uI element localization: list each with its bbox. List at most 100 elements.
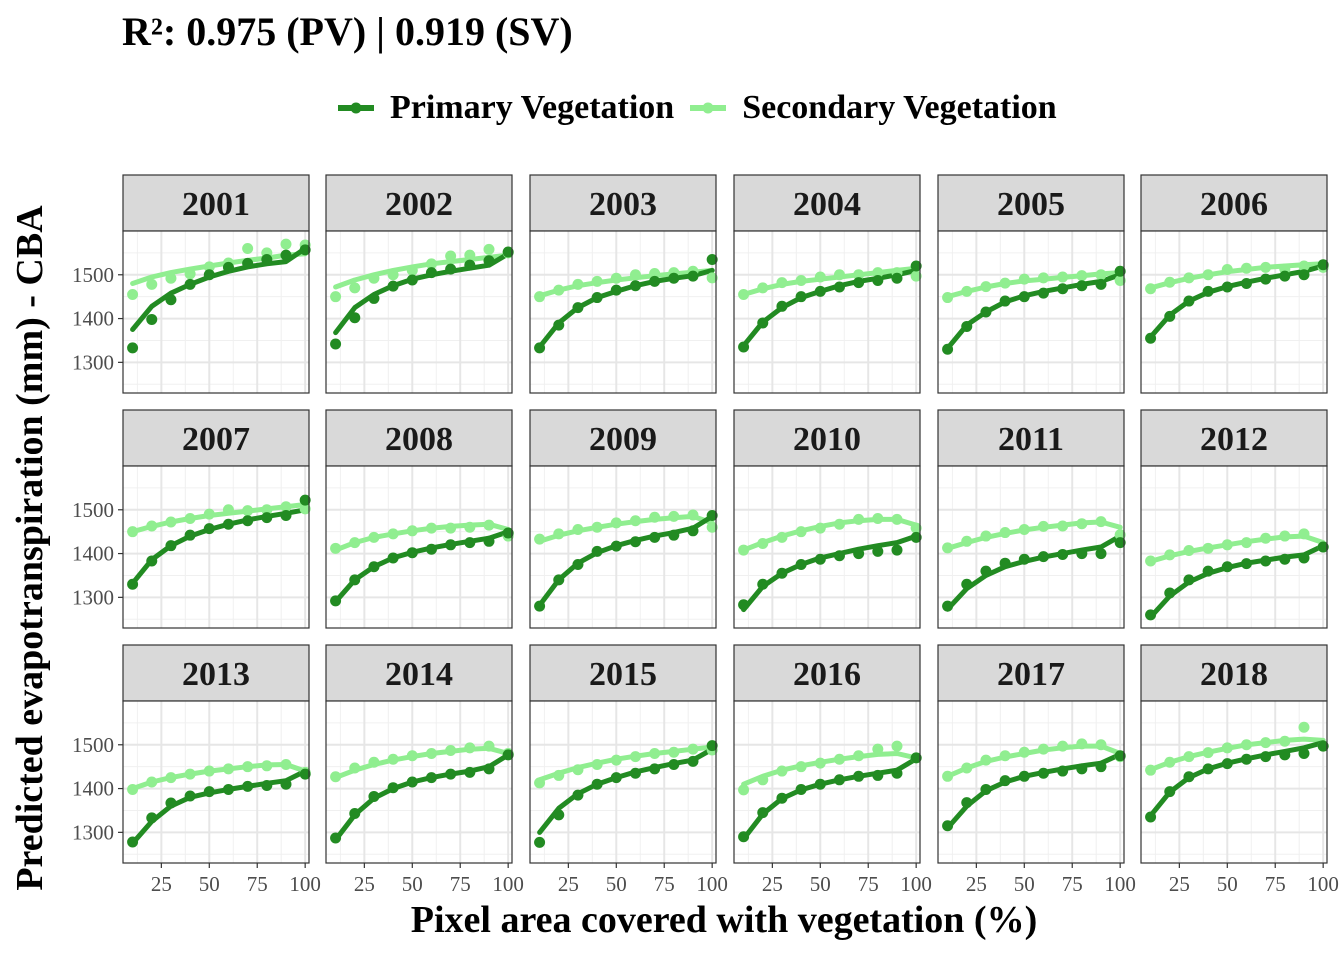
data-point-secondary [1260,261,1272,273]
x-tick-label: 50 [606,872,627,896]
data-point-primary [706,253,718,265]
x-tick-label: 100 [1104,872,1136,896]
data-point-secondary [553,528,565,540]
data-point-secondary [184,513,196,525]
data-point-primary [910,752,922,764]
data-point-secondary [1145,283,1157,295]
series-line-primary [1148,543,1326,620]
data-point-primary [203,786,215,798]
data-point-secondary [833,518,845,530]
series-line-secondary [130,502,308,535]
data-point-secondary [1279,735,1291,747]
facet-label: 2015 [589,656,657,693]
data-point-primary [299,768,311,780]
data-point-secondary [757,282,769,294]
data-point-primary [1240,753,1252,765]
data-point-primary [483,535,495,547]
series-line-secondary [537,513,715,544]
data-point-primary [891,544,903,556]
data-point-secondary [280,238,292,250]
data-point-secondary [1164,756,1176,768]
data-point-primary [910,531,922,543]
data-point-primary [425,267,437,279]
data-point-secondary [961,762,973,774]
legend: Primary Vegetation Secondary Vegetation [336,86,1071,130]
data-point-primary [146,812,158,824]
x-tick-label: 50 [1217,872,1238,896]
data-point-secondary [776,531,788,543]
data-point-primary [942,343,954,355]
data-point-secondary [368,272,380,284]
data-point-primary [1164,310,1176,322]
data-point-primary [980,565,992,577]
data-point-secondary [165,272,177,284]
data-point-primary [553,319,565,331]
data-point-secondary [1260,737,1272,749]
data-point-secondary [280,501,292,513]
data-point-primary [999,775,1011,787]
data-point-secondary [814,522,826,534]
data-point-primary [649,763,661,775]
series-line-primary [537,513,715,608]
data-point-primary [610,284,622,296]
data-point-primary [406,274,418,286]
data-point-secondary [127,783,139,795]
data-point-secondary [1018,523,1030,535]
panel-background [938,231,1124,393]
data-point-secondary [330,542,342,554]
facet-label: 2008 [385,421,453,458]
x-tick-label: 100 [289,872,321,896]
data-point-secondary [1298,260,1310,272]
data-point-secondary [833,269,845,281]
data-point-secondary [1183,545,1195,557]
facet-strip [1140,644,1328,702]
series-line-primary [945,272,1123,351]
panel-background [938,701,1124,863]
y-tick-label: 1500 [72,263,114,287]
panel-border [1140,465,1328,629]
data-point-primary [330,832,342,844]
x-tick-label: 100 [696,872,728,896]
data-point-primary [776,300,788,312]
data-point-primary [261,780,273,792]
data-point-secondary [146,776,158,788]
data-point-secondary [534,777,546,789]
x-tick-label: 100 [1307,872,1339,896]
data-point-secondary [1183,272,1195,284]
data-point-primary [1183,771,1195,783]
data-point-secondary [406,750,418,762]
data-point-secondary [942,770,954,782]
data-point-secondary [872,743,884,755]
data-point-primary [738,831,750,843]
data-point-primary [387,782,399,794]
legend-label-sv: Secondary Vegetation [742,89,1057,126]
data-point-primary [687,525,699,537]
facet-label: 2002 [385,186,453,223]
data-point-primary [534,836,546,848]
data-point-secondary [776,277,788,289]
x-tick-label: 50 [402,872,423,896]
data-point-secondary [1240,739,1252,751]
data-point-secondary [242,761,254,773]
panel-background [123,466,309,628]
data-point-primary [1183,295,1195,307]
data-point-secondary [387,269,399,281]
data-point-secondary [910,522,922,534]
x-tick-label: 75 [654,872,675,896]
facet-label: 2014 [385,656,453,693]
data-point-secondary [776,765,788,777]
series-line-primary [333,529,511,605]
y-tick-label: 1500 [72,733,114,757]
legend-key-sv [690,102,727,114]
facet-strip [1140,409,1328,467]
facet-strip [937,174,1125,232]
data-point-primary [1240,558,1252,570]
series-line-primary [1148,263,1326,340]
data-point-primary [368,790,380,802]
x-tick-label: 100 [900,872,932,896]
data-point-primary [757,317,769,329]
series-line-secondary [945,743,1123,779]
data-point-primary [1057,283,1069,295]
data-point-primary [999,295,1011,307]
